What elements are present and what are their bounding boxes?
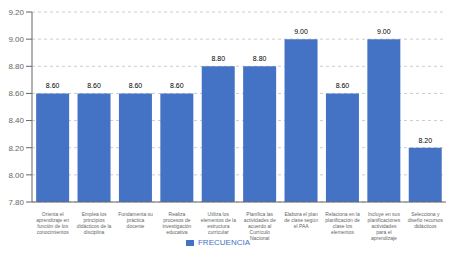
svg-text:8.60: 8.60 (336, 82, 350, 89)
svg-text:8.60: 8.60 (87, 82, 101, 89)
svg-text:9.00: 9.00 (294, 28, 308, 35)
svg-text:8.60: 8.60 (8, 89, 24, 98)
svg-text:Planifica lasactividades deacu: Planifica lasactividades deacuerdo alCur… (244, 211, 276, 241)
svg-text:8.80: 8.80 (211, 55, 225, 62)
svg-text:8.60: 8.60 (129, 82, 143, 89)
svg-text:8.20: 8.20 (8, 144, 24, 153)
svg-text:8.60: 8.60 (46, 82, 60, 89)
svg-text:Selecciona ydiseño recursosdid: Selecciona ydiseño recursosdidácticos (408, 211, 444, 229)
svg-text:Fundamenta suprácticadocente: Fundamenta suprácticadocente (118, 211, 153, 229)
svg-text:8.40: 8.40 (8, 116, 24, 125)
svg-text:9.00: 9.00 (8, 35, 24, 44)
svg-text:Utiliza loselementos de laestr: Utiliza loselementos de laestructuracurr… (201, 211, 237, 235)
svg-text:8.00: 8.00 (8, 171, 24, 180)
svg-text:8.20: 8.20 (418, 137, 432, 144)
svg-text:Emplea losprincipiosdidácticos: Emplea losprincipiosdidácticos de ladisc… (77, 211, 112, 235)
svg-text:9.00: 9.00 (377, 28, 391, 35)
svg-text:Orienta elaprendizaje enfunció: Orienta elaprendizaje enfunción de losco… (36, 211, 69, 235)
svg-text:8.80: 8.80 (253, 55, 267, 62)
svg-text:8.60: 8.60 (170, 82, 184, 89)
svg-text:Elabora el plande clase segúne: Elabora el plande clase segúnel PAA (284, 211, 318, 229)
svg-text:7.80: 7.80 (8, 198, 24, 207)
svg-text:Relaciona en laplanificación d: Relaciona en laplanificación declase los… (325, 211, 360, 235)
svg-text:9.20: 9.20 (8, 8, 24, 17)
svg-text:Realizaprocesos deinvestigació: Realizaprocesos deinvestigacióneducativa (162, 211, 191, 235)
svg-text:Incluye en susplanificacionesa: Incluye en susplanificacionesactividades… (367, 211, 400, 241)
html-text:FRECUENCIA: FRECUENCIA (198, 238, 250, 247)
svg-text:8.80: 8.80 (8, 62, 24, 71)
